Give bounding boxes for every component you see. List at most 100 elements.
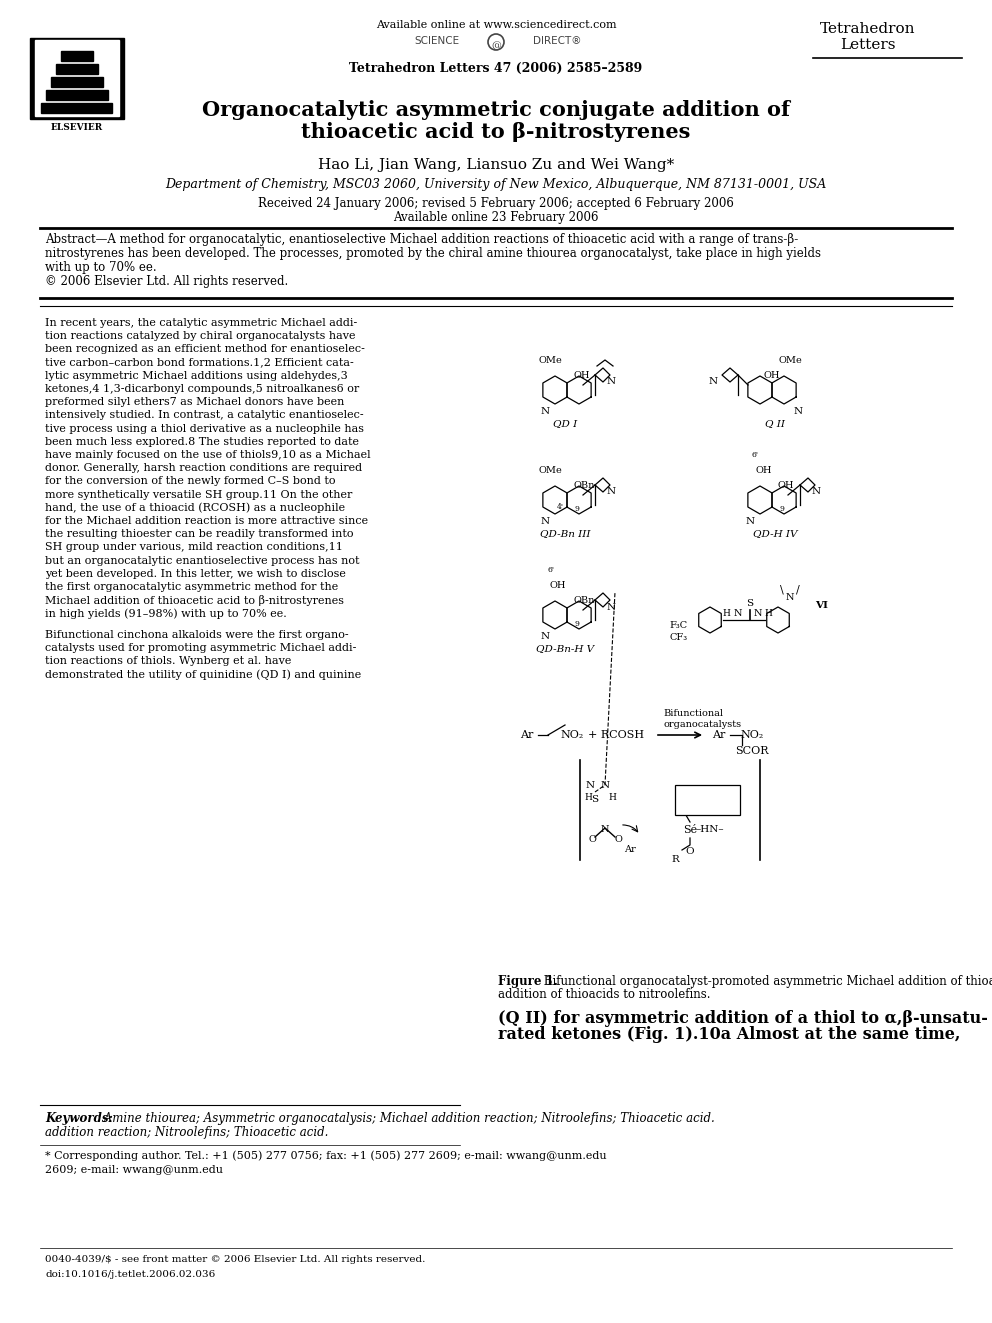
Text: 6': 6' <box>752 451 759 459</box>
Text: preformed silyl ethers7 as Michael donors have been: preformed silyl ethers7 as Michael donor… <box>45 397 344 407</box>
Text: DIRECT®: DIRECT® <box>533 36 581 46</box>
Bar <box>30 37 124 119</box>
Text: more synthetically versatile SH group.11 On the other: more synthetically versatile SH group.11… <box>45 490 352 500</box>
Bar <box>56 64 97 74</box>
Text: been recognized as an efficient method for enantioselec-: been recognized as an efficient method f… <box>45 344 365 355</box>
Text: Q II: Q II <box>765 419 785 429</box>
Text: N: N <box>601 826 609 835</box>
Text: thioacetic acid to β-nitrostyrenes: thioacetic acid to β-nitrostyrenes <box>302 122 690 142</box>
Text: with up to 70% ee.: with up to 70% ee. <box>45 261 157 274</box>
Text: lytic asymmetric Michael additions using aldehydes,3: lytic asymmetric Michael additions using… <box>45 370 348 381</box>
Text: NO₂: NO₂ <box>560 730 583 740</box>
Text: yet been developed. In this letter, we wish to disclose: yet been developed. In this letter, we w… <box>45 569 346 578</box>
Text: N: N <box>794 407 803 415</box>
Text: O: O <box>614 836 622 844</box>
Text: N: N <box>585 781 594 790</box>
Text: chiral: chiral <box>680 789 708 796</box>
Bar <box>675 785 740 815</box>
Text: N: N <box>734 609 742 618</box>
Text: QD-Bn-H V: QD-Bn-H V <box>536 644 594 654</box>
Text: H: H <box>764 609 772 618</box>
Text: catalysts used for promoting asymmetric Michael addi-: catalysts used for promoting asymmetric … <box>45 643 356 652</box>
Text: for the conversion of the newly formed C–S bond to: for the conversion of the newly formed C… <box>45 476 335 487</box>
Text: N: N <box>541 407 550 415</box>
Text: Sé: Sé <box>682 826 697 835</box>
Text: SH group under various, mild reaction conditions,11: SH group under various, mild reaction co… <box>45 542 343 553</box>
Text: In recent years, the catalytic asymmetric Michael addi-: In recent years, the catalytic asymmetri… <box>45 318 357 328</box>
Text: OMe: OMe <box>538 466 561 475</box>
Text: Figure 1.: Figure 1. <box>498 975 558 988</box>
Text: OBn: OBn <box>573 482 594 490</box>
Text: for the Michael addition reaction is more attractive since: for the Michael addition reaction is mor… <box>45 516 368 527</box>
Text: –HN–: –HN– <box>695 826 724 835</box>
Text: N: N <box>812 487 821 496</box>
Text: SCIENCE: SCIENCE <box>415 36 459 46</box>
Text: 2609; e-mail: wwang@unm.edu: 2609; e-mail: wwang@unm.edu <box>45 1166 223 1175</box>
Text: O: O <box>685 848 694 856</box>
Text: in high yields (91–98%) with up to 70% ee.: in high yields (91–98%) with up to 70% e… <box>45 609 287 619</box>
Text: © 2006 Elsevier Ltd. All rights reserved.: © 2006 Elsevier Ltd. All rights reserved… <box>45 275 289 288</box>
Text: S: S <box>591 795 598 804</box>
Text: scaffold: scaffold <box>680 800 719 808</box>
Text: N: N <box>607 377 616 386</box>
Text: OH: OH <box>764 370 781 380</box>
Text: QD I: QD I <box>553 419 577 429</box>
Text: OMe: OMe <box>778 356 802 365</box>
Text: OH: OH <box>550 581 566 590</box>
Bar <box>495 314 957 1000</box>
Text: OH: OH <box>573 370 589 380</box>
Text: H: H <box>608 794 616 803</box>
Text: N: N <box>607 487 616 496</box>
Text: Ar: Ar <box>624 845 636 855</box>
Text: have mainly focused on the use of thiols9,10 as a Michael: have mainly focused on the use of thiols… <box>45 450 371 460</box>
Text: Keywords:: Keywords: <box>45 1113 113 1125</box>
Text: Letters: Letters <box>840 38 896 52</box>
Text: N: N <box>786 594 795 602</box>
Text: N: N <box>745 517 755 527</box>
Text: rated ketones (Fig. 1).10a Almost at the same time,: rated ketones (Fig. 1).10a Almost at the… <box>498 1027 960 1043</box>
Text: donor. Generally, harsh reaction conditions are required: donor. Generally, harsh reaction conditi… <box>45 463 362 474</box>
Text: tive carbon–carbon bond formations.1,2 Efficient cata-: tive carbon–carbon bond formations.1,2 E… <box>45 357 354 368</box>
Text: 9: 9 <box>574 620 579 628</box>
Text: the first organocatalytic asymmetric method for the: the first organocatalytic asymmetric met… <box>45 582 338 591</box>
Text: Organocatalytic asymmetric conjugate addition of: Organocatalytic asymmetric conjugate add… <box>202 101 790 120</box>
Text: ketones,4 1,3-dicarbonyl compounds,5 nitroalkanes6 or: ketones,4 1,3-dicarbonyl compounds,5 nit… <box>45 384 359 394</box>
Bar <box>62 52 92 61</box>
Text: doi:10.1016/j.tetlet.2006.02.036: doi:10.1016/j.tetlet.2006.02.036 <box>45 1270 215 1279</box>
Text: + RCOSH: + RCOSH <box>588 730 644 740</box>
Text: Tetrahedron Letters 47 (2006) 2585–2589: Tetrahedron Letters 47 (2006) 2585–2589 <box>349 62 643 75</box>
Bar <box>36 40 119 116</box>
Text: R: R <box>672 856 679 864</box>
Bar <box>46 90 108 101</box>
Text: OBn: OBn <box>573 595 594 605</box>
Text: H: H <box>722 609 730 618</box>
Text: N: N <box>541 632 550 642</box>
Text: * Corresponding author. Tel.: +1 (505) 277 0756; fax: +1 (505) 277 2609; e-mail:: * Corresponding author. Tel.: +1 (505) 2… <box>45 1150 607 1160</box>
Text: nitrostyrenes has been developed. The processes, promoted by the chiral amine th: nitrostyrenes has been developed. The pr… <box>45 247 821 261</box>
Text: QD-H IV: QD-H IV <box>753 529 798 538</box>
Text: 4': 4' <box>557 503 563 511</box>
Text: SCOR: SCOR <box>735 746 769 755</box>
Text: hand, the use of a thioacid (RCOSH) as a nucleophile: hand, the use of a thioacid (RCOSH) as a… <box>45 503 345 513</box>
Text: @: @ <box>491 41 501 50</box>
Text: 9: 9 <box>780 505 785 513</box>
Text: N: N <box>709 377 718 386</box>
Text: H: H <box>584 794 592 803</box>
Text: 0040-4039/$ - see front matter © 2006 Elsevier Ltd. All rights reserved.: 0040-4039/$ - see front matter © 2006 El… <box>45 1256 426 1263</box>
Text: been much less explored.8 The studies reported to date: been much less explored.8 The studies re… <box>45 437 359 447</box>
Text: N: N <box>541 517 550 527</box>
Text: demonstrated the utility of quinidine (QD I) and quinine: demonstrated the utility of quinidine (Q… <box>45 669 361 680</box>
Text: (Q II) for asymmetric addition of a thiol to α,β-unsatu-: (Q II) for asymmetric addition of a thio… <box>498 1009 988 1027</box>
Bar <box>42 103 112 112</box>
Text: tion reactions catalyzed by chiral organocatalysts have: tion reactions catalyzed by chiral organ… <box>45 331 355 341</box>
Text: Available online at www.sciencedirect.com: Available online at www.sciencedirect.co… <box>376 20 616 30</box>
Text: Available online 23 February 2006: Available online 23 February 2006 <box>393 210 599 224</box>
Text: OH: OH <box>755 466 772 475</box>
Text: addition of thioacids to nitroolefins.: addition of thioacids to nitroolefins. <box>498 988 710 1002</box>
Text: Amine thiourea; Asymmetric organocatalysis; Michael addition reaction; Nitroolef: Amine thiourea; Asymmetric organocatalys… <box>100 1113 715 1125</box>
Text: Michael addition of thioacetic acid to β-nitrostyrenes: Michael addition of thioacetic acid to β… <box>45 595 344 606</box>
Text: OMe: OMe <box>538 356 561 365</box>
Text: Ar: Ar <box>712 730 725 740</box>
Text: 9: 9 <box>574 505 579 513</box>
Text: the resulting thioester can be readily transformed into: the resulting thioester can be readily t… <box>45 529 353 540</box>
